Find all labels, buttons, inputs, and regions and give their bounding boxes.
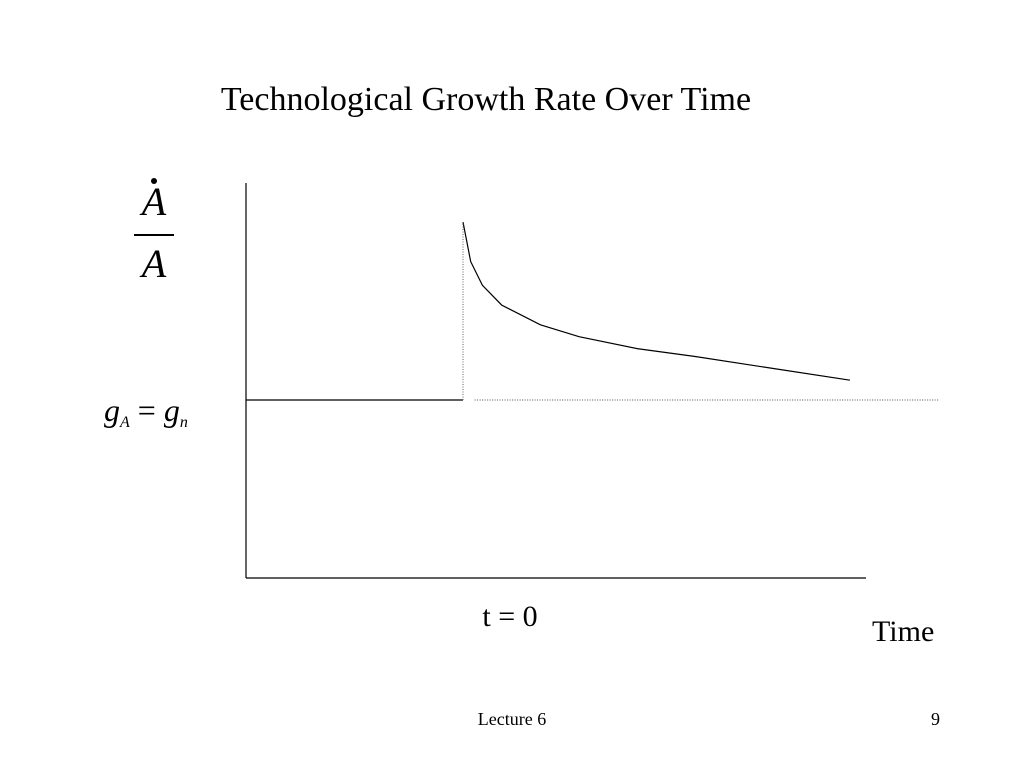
level-label-equals: = <box>137 392 156 428</box>
level-label: gA = gn <box>104 392 188 441</box>
page-number: 9 <box>931 709 940 729</box>
numerator-text: A <box>141 179 167 224</box>
series-line-2 <box>462 221 851 381</box>
event-label-t0: t = 0 <box>482 600 538 633</box>
level-label-sub-left: A <box>120 414 130 431</box>
fraction-bar <box>134 234 174 236</box>
x-axis-title: Time <box>872 615 935 648</box>
level-label-g-right: g <box>163 392 180 428</box>
series-layer <box>246 221 939 401</box>
y-axis-label-denominator: A <box>141 241 167 286</box>
footer-lecture: Lecture 6 <box>477 709 547 729</box>
y-axis-label-numerator: A <box>128 178 180 230</box>
slide-title: Technological Growth Rate Over Time <box>220 81 752 118</box>
y-axis-label: A A <box>128 178 180 286</box>
time-derivative-dot <box>151 178 157 184</box>
level-label-g-left: g <box>104 392 120 428</box>
level-label-sub-right: n <box>179 414 188 431</box>
